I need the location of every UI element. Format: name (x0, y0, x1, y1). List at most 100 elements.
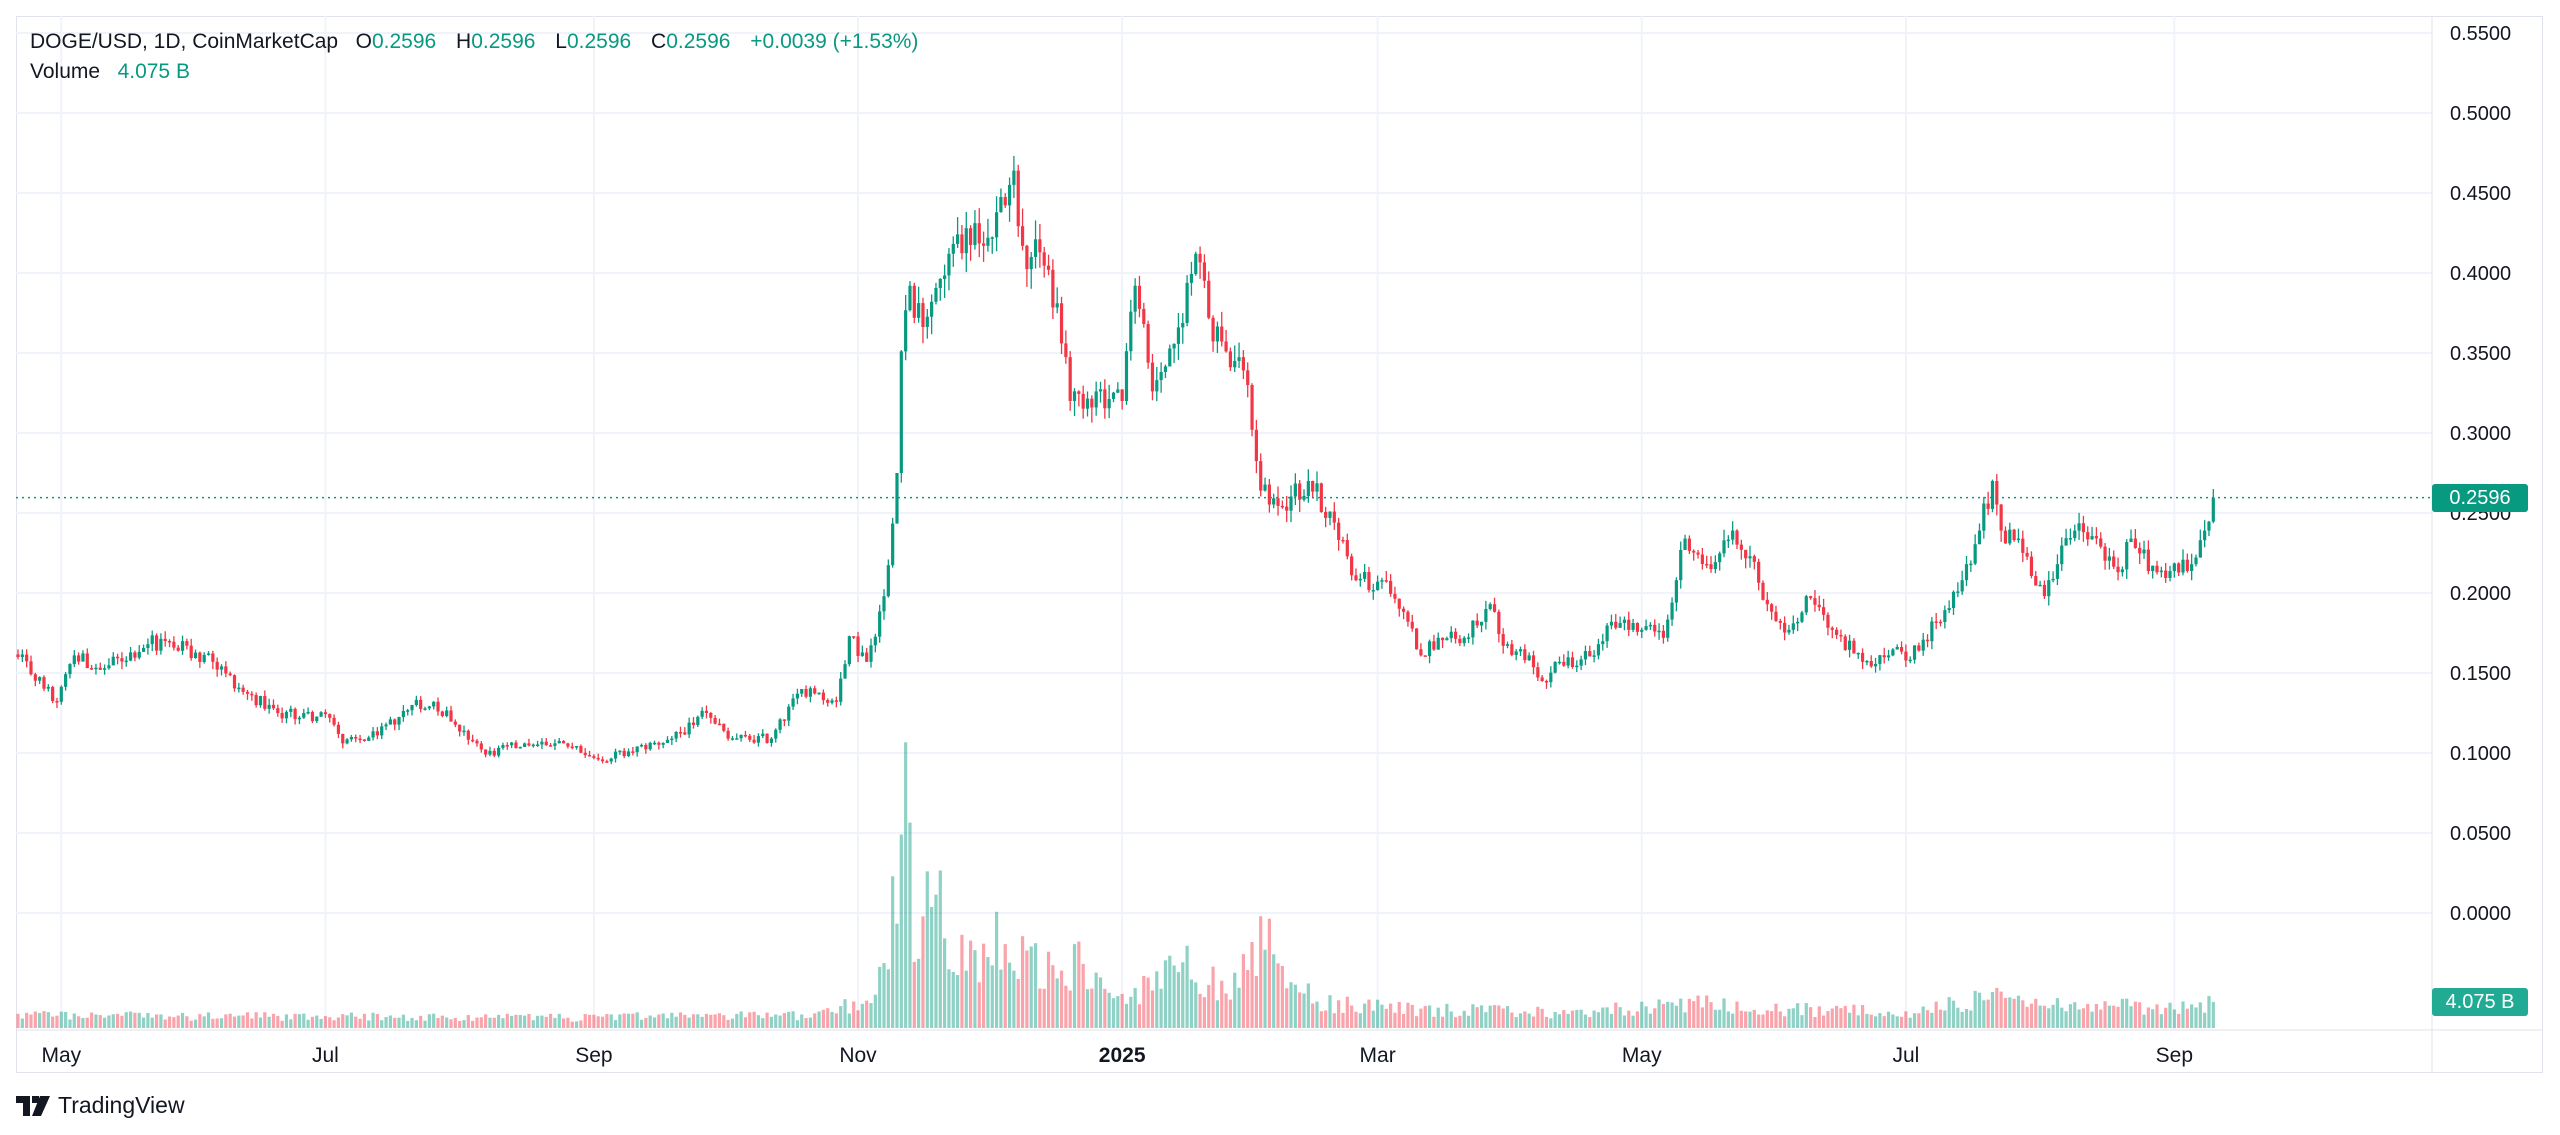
volume-bar (977, 982, 981, 1028)
candle-up (432, 701, 436, 707)
candle-up (302, 713, 306, 718)
candle-up (735, 738, 739, 740)
candle-down (1440, 637, 1445, 641)
volume-bar (94, 1014, 98, 1028)
candle-down (466, 730, 470, 740)
candle-up (38, 677, 42, 681)
candle-down (1280, 505, 1284, 508)
volume-bar (362, 1013, 366, 1028)
candle-up (1462, 637, 1466, 644)
volume-bar (380, 1020, 384, 1028)
candle-down (2103, 546, 2107, 561)
volume-bar (306, 1019, 310, 1028)
candle-up (2159, 570, 2163, 573)
volume-bar (1622, 1015, 1627, 1028)
candle-down (1744, 549, 1748, 559)
volume-bar (1583, 1014, 1588, 1028)
tradingview-logo[interactable]: TradingView (16, 1092, 185, 1119)
volume-bar (1207, 984, 1211, 1028)
volume-bar (1276, 963, 1280, 1028)
volume-bar (1670, 1002, 1674, 1028)
candle-up (445, 710, 449, 717)
candle-down (1523, 649, 1527, 661)
candle-up (406, 710, 410, 712)
candle-down (1999, 504, 2003, 531)
volume-bar (1025, 950, 1029, 1028)
candle-down (90, 668, 94, 670)
candle-down (1835, 629, 1839, 635)
candle-up (1731, 530, 1735, 540)
candle-down (1254, 429, 1258, 462)
candle-up (1791, 623, 1795, 630)
volume-bar (1228, 999, 1232, 1028)
volume-bar (302, 1013, 306, 1028)
candle-up (665, 739, 670, 743)
candle-down (713, 717, 717, 724)
volume-bar (826, 1008, 830, 1028)
volume-bar (20, 1018, 24, 1028)
candle-up (1679, 549, 1683, 581)
candle-down (1995, 481, 1999, 505)
volume-bar (1761, 1014, 1765, 1028)
volume-bar (1661, 1004, 1665, 1028)
candle-up (1185, 282, 1189, 323)
candle-down (1224, 341, 1228, 352)
time-axis[interactable]: May Jul Sep Nov 2025 Mar May Jul Sep (41, 1044, 2193, 1067)
volume-bar (1856, 1015, 1860, 1028)
volume-bar (1198, 993, 1202, 1028)
candle-up (2073, 530, 2077, 539)
candle-down (1904, 651, 1908, 661)
candle-up (1596, 644, 1601, 656)
volume-bar (1354, 1011, 1358, 1028)
volume-bar (1726, 1011, 1730, 1028)
volume-bar (1943, 1010, 1947, 1028)
candle-down (2177, 563, 2181, 573)
volume-bar (635, 1012, 639, 1028)
candle-down (1562, 661, 1566, 666)
candle-up (817, 692, 821, 695)
volume-bar (722, 1015, 726, 1028)
candle-up (107, 665, 111, 669)
candle-down (189, 645, 193, 659)
candle-up (1618, 622, 1622, 628)
candle-down (1003, 197, 1007, 206)
volume-bar (1640, 1001, 1644, 1028)
candle-up (1436, 637, 1440, 650)
candle-down (1020, 226, 1025, 246)
candle-up (778, 719, 782, 730)
candle-down (1267, 484, 1271, 505)
candle-up (1124, 351, 1129, 401)
candle-up (1163, 366, 1168, 372)
volume-bar (1042, 988, 1046, 1028)
volume-bar (367, 1020, 371, 1028)
price-axis[interactable]: 0.55000.50000.45000.40000.35000.30000.25… (2450, 23, 2511, 925)
candle-up (267, 704, 271, 709)
candle-up (284, 711, 289, 719)
price-tick-label: 0.2000 (2450, 583, 2511, 605)
volume-bar (2047, 1008, 2051, 1028)
tradingview-logo-icon (16, 1095, 50, 1116)
volume-bar (1484, 1012, 1488, 1028)
candle-up (1168, 348, 1172, 367)
candle-down (2133, 538, 2137, 548)
volume-bar (2194, 1007, 2198, 1028)
volume-bar (1999, 991, 2003, 1028)
candle-down (1661, 630, 1665, 638)
candle-up (1592, 655, 1596, 657)
candle-down (1077, 391, 1081, 394)
candle-down (419, 699, 423, 709)
volume-bar (1215, 1000, 1220, 1028)
candle-down (1311, 481, 1315, 492)
candle-up (639, 744, 644, 747)
candle-up (94, 667, 98, 670)
candle-down (2025, 552, 2029, 557)
time-tick-label: Jul (312, 1044, 339, 1067)
candle-down (1778, 620, 1782, 623)
candle-down (912, 285, 916, 318)
volume-bar (1064, 985, 1068, 1028)
candle-up (1380, 580, 1384, 582)
candle-down (1081, 393, 1085, 409)
candle-up (795, 693, 799, 699)
candle-down (241, 687, 245, 692)
